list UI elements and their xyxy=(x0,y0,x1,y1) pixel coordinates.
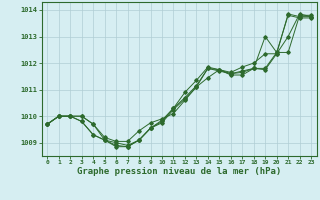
X-axis label: Graphe pression niveau de la mer (hPa): Graphe pression niveau de la mer (hPa) xyxy=(77,167,281,176)
